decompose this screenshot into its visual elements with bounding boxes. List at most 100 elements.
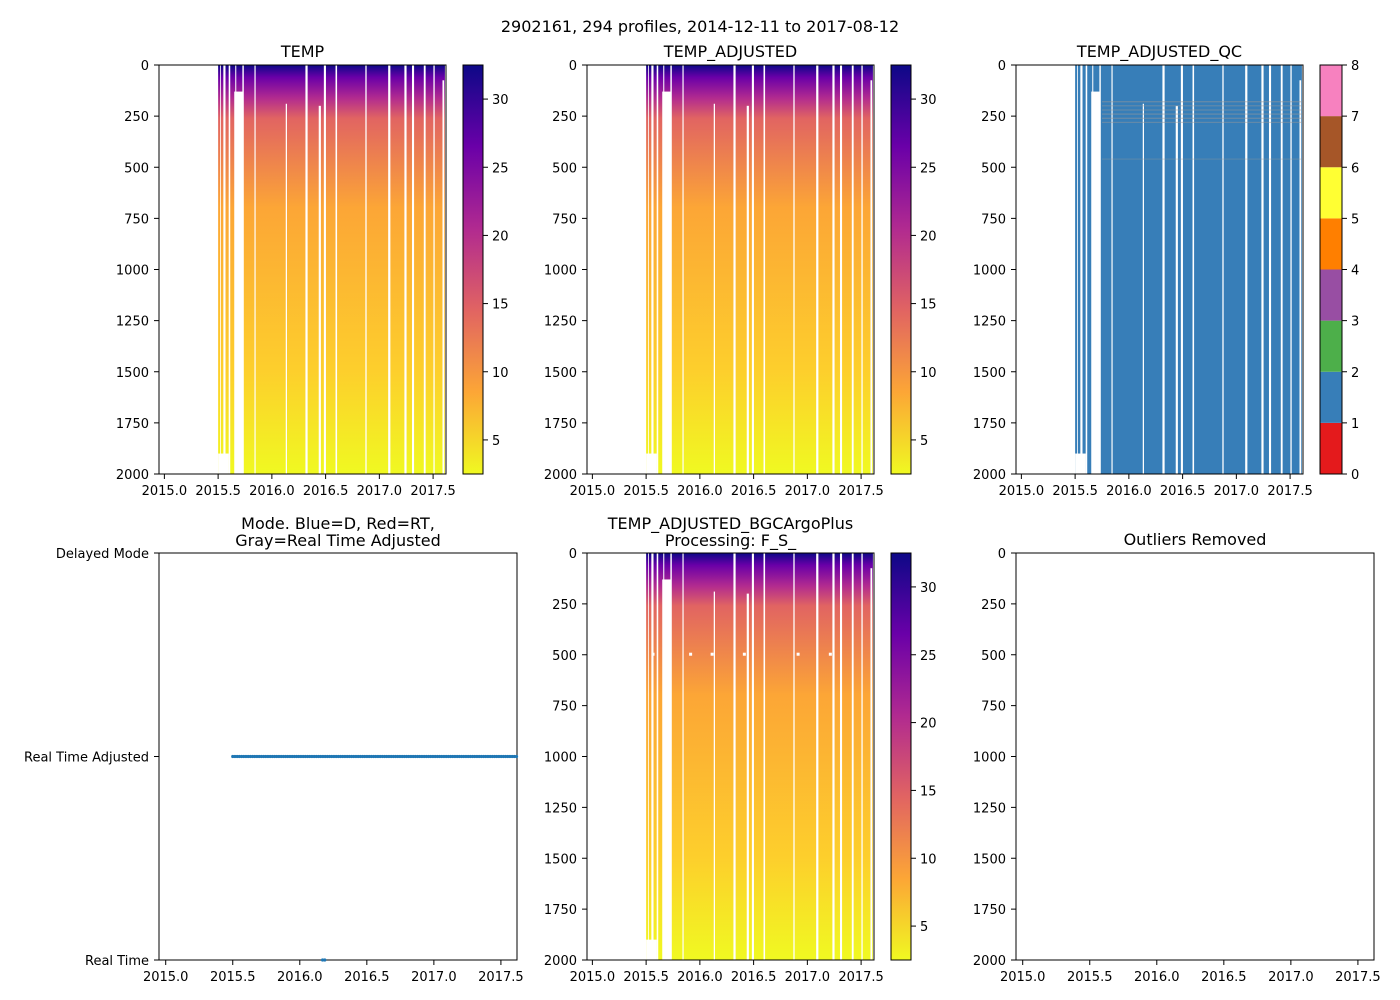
profile-gap [223,65,226,474]
mode-point [277,754,281,759]
profile-gap [1075,453,1086,474]
y-tick-label: 250 [552,598,577,613]
mode-point [448,754,453,759]
mode-point [497,754,501,759]
y-tick-label: 0 [998,59,1006,74]
mode-point [382,754,387,759]
y-tick-label: Delayed Mode [56,547,149,562]
y-tick-label: 2000 [973,468,1006,483]
profile-gap [1290,65,1292,474]
qc-color-segment [1320,116,1342,168]
x-tick-label: 2017.5 [1335,970,1381,985]
y-tick-label: 500 [552,161,577,176]
y-tick-label: 2000 [544,468,577,483]
colorbar-tick-label: 25 [492,161,509,176]
x-tick-label: 2015.0 [1000,970,1046,985]
mode-point [349,754,354,759]
colorbar-frame [890,64,912,475]
profile-gap [763,553,766,960]
mode-point [242,754,246,759]
mode-point [468,754,472,759]
mode-point [330,754,334,759]
y-tick-label: 2000 [544,954,577,969]
x-tick-label: 2017.0 [411,970,457,985]
profile-gap [1077,65,1078,474]
colorbar-temp_adjusted: 5 10 15 20 25 30 [890,64,937,475]
profile-gap [242,65,244,474]
profile-gap [793,65,795,474]
colorbar-tick-label: 30 [920,93,937,108]
mode-point [286,754,290,759]
x-tick-label: 2016.5 [731,970,777,985]
mode-point [235,754,239,759]
mode-point [321,754,325,759]
y-tick-label: 750 [124,212,149,227]
profile-gap [816,553,819,960]
colorbar-tick-label: 1 [1351,417,1359,432]
mode-point [424,754,428,759]
profile-gap [1180,65,1183,474]
y-tick-label: 0 [569,547,577,562]
profile-gap [713,591,715,960]
mode-point [239,754,244,759]
y-tick-label: 2000 [973,954,1006,969]
colorbar-temp_adjusted_qc: 0 1 2 3 4 5 6 7 8 [1319,59,1359,483]
profile-gap [1280,65,1283,474]
mode-point [299,754,303,759]
x-tick-label: 2015.0 [999,484,1045,499]
mode-point [343,754,347,759]
mode-point [303,754,307,759]
profile-gap [656,65,659,474]
mode-point [248,754,252,759]
profile-gap [870,568,873,960]
mode-point [281,754,285,759]
profile-gap [318,105,321,474]
y-tick-label: 250 [981,598,1006,613]
profile-gap [670,553,672,960]
y-tick-label: Real Time [85,954,149,969]
profile-gap [285,103,287,474]
x-tick-label: 2016.5 [344,970,390,985]
x-tick-label: 2016.0 [277,970,323,985]
colorbar-frame [462,64,484,475]
y-tick-label: 2000 [116,468,149,483]
y-tick-label: 1250 [544,315,577,330]
mode-point [503,754,508,759]
mode-point [310,754,314,759]
x-tick-label: 2016.0 [249,484,295,499]
profile-gap [646,939,657,960]
y-tick-label: 1250 [544,801,577,816]
mode-point [481,754,486,759]
x-tick-label: 2016.0 [677,484,723,499]
colorbar-tick-label: 2 [1351,366,1359,381]
mode-point [508,754,512,759]
mode-point [473,754,477,759]
mode-point [506,754,510,759]
profile-gap [388,65,391,474]
mode-point [320,958,325,962]
mode-point [341,754,345,759]
mode-point [400,754,404,759]
removed-point [828,652,832,656]
colorbar-frame [890,552,912,961]
qc-color-segment [1320,167,1342,219]
mode-point [233,754,237,759]
mode-point [270,754,274,759]
profile-gap [682,65,684,474]
panel-title-temp_adjusted: TEMP_ADJUSTED [663,42,797,62]
profile-gap [1268,65,1272,474]
y-tick-label: 750 [981,212,1006,227]
mode-point [490,754,494,759]
mode-point [380,754,384,759]
x-tick-label: 2015.5 [210,970,256,985]
mode-point [319,754,323,759]
y-tick-label: 1250 [973,801,1006,816]
profile-gap [305,65,308,474]
profile-gap [751,65,754,474]
mode-point [501,754,505,759]
profile-gap [1299,80,1302,475]
profile-gap [793,553,795,960]
colorbar-tick-label: 20 [492,229,509,244]
profile-gap [1245,65,1248,474]
